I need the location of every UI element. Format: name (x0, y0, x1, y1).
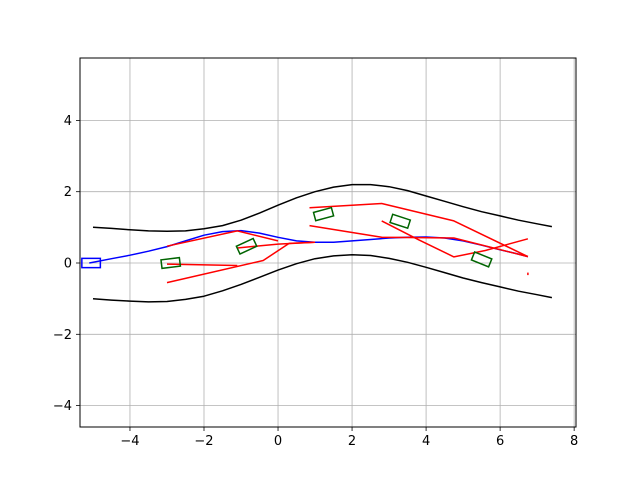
axes-frame (79, 57, 577, 428)
x-tick-label: 0 (274, 434, 282, 449)
obstacle-box (470, 251, 493, 268)
rejected-path-line (166, 263, 238, 267)
obstacle-box (235, 237, 258, 256)
obstacle-box (160, 256, 182, 270)
rejected-path-line (381, 220, 529, 258)
x-tick-label: −4 (120, 434, 139, 449)
plot-area (81, 183, 553, 303)
y-tick-label: −4 (53, 399, 72, 414)
y-tick-label: 2 (64, 185, 72, 200)
y-tick-label: 0 (64, 257, 72, 272)
rejected-path-line (309, 202, 529, 258)
x-tick-label: 6 (496, 434, 504, 449)
rejected-path-line (309, 224, 529, 258)
obstacle-box (312, 206, 335, 222)
y-tick-label: 4 (64, 114, 72, 129)
start-vehicle-box (81, 257, 102, 269)
road-boundary-lower-line (92, 254, 553, 303)
x-tick-label: 2 (348, 434, 356, 449)
rejected-path-line (237, 241, 316, 249)
x-tick-label: 8 (570, 434, 578, 449)
obstacle-box (389, 213, 412, 230)
x-tick-label: −2 (194, 434, 213, 449)
rejected-path-line (166, 230, 279, 247)
axis-ticks: −4 −2 0 2 4 6 8 −4 −2 0 2 4 (53, 114, 578, 449)
x-tick-label: 4 (422, 434, 430, 449)
road-boundary-upper-line (92, 183, 553, 233)
y-tick-label: −2 (53, 328, 72, 343)
